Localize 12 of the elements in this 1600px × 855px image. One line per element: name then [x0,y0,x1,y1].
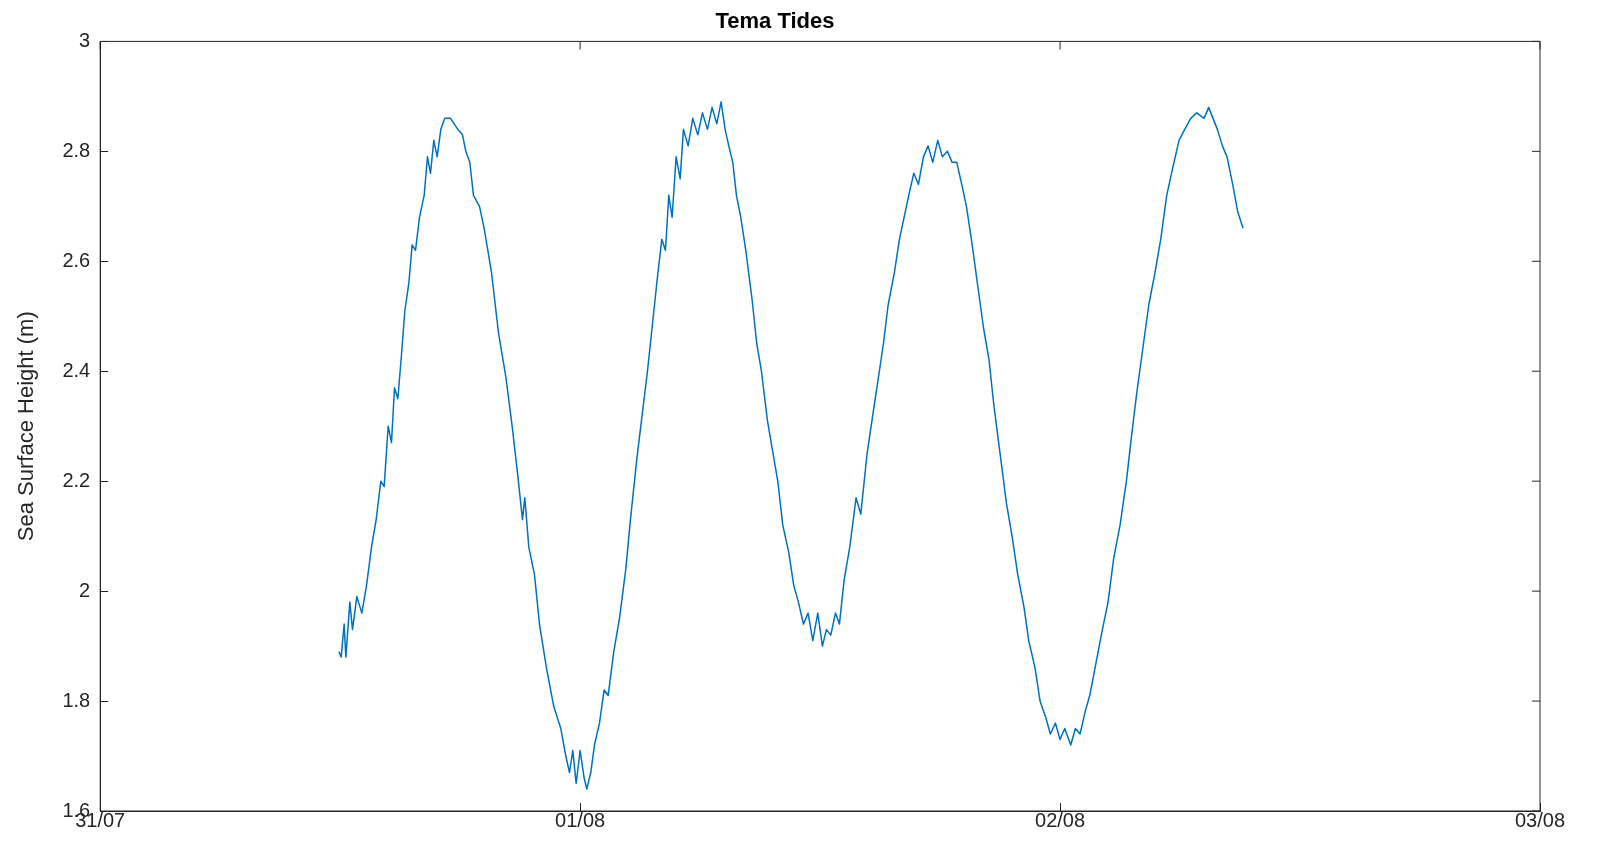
y-axis-title: Sea Surface Height (m) [13,311,39,542]
y-tick-label: 2.4 [62,358,91,381]
y-tick-label: 2.6 [62,248,91,271]
x-tick-label: 03/08 [1514,808,1566,831]
x-tick-label: 02/08 [1035,808,1086,831]
y-tick-label: 1.8 [62,688,91,711]
y-tick-label: 2 [79,578,91,601]
x-tick-label: 01/08 [555,808,606,831]
chart-title: Tema Tides [715,8,835,34]
y-tick-label: 2.2 [62,468,91,491]
y-tick-label: 2.8 [62,138,91,161]
y-tick-label: 3 [79,28,91,51]
